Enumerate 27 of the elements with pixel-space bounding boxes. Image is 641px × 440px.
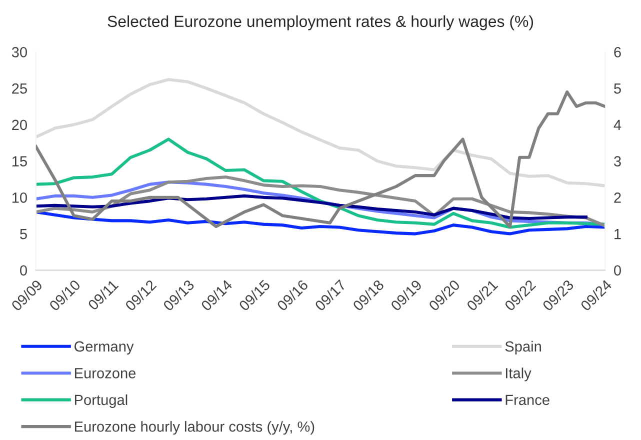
y2-tick-label: 6 (614, 47, 621, 58)
y-tick-label: 25 (12, 83, 27, 94)
chart-title: Selected Eurozone unemployment rates & hourly wages (%) (108, 15, 534, 30)
y2-tick-label: 2 (614, 192, 621, 203)
legend-label: Spain (505, 340, 541, 355)
line-series (36, 194, 588, 220)
y2-tick-label: 5 (614, 84, 621, 94)
y-tick-label: 15 (12, 156, 27, 166)
y-tick-label: 30 (12, 47, 27, 58)
legend-label: Italy (506, 368, 532, 382)
line-series (36, 138, 606, 229)
y2-tick-label: 3 (614, 156, 621, 166)
y2-tick-label: 1 (614, 229, 621, 240)
y-tick-label: 20 (12, 120, 27, 130)
line-series (36, 90, 606, 228)
legend-label: Eurozone hourly labour costs (y/y, %) (74, 421, 314, 435)
legend-label: Germany (74, 341, 134, 355)
y-tick-label: 0 (20, 265, 27, 276)
y-tick-label: 10 (12, 192, 27, 203)
line-series (36, 210, 606, 236)
y2-tick-label: 4 (614, 120, 622, 130)
y-tick-label: 5 (20, 229, 27, 240)
y2-tick-label: 0 (614, 265, 621, 276)
legend-label: France (506, 394, 550, 406)
legend-label: Portugal (74, 394, 128, 408)
legend-label: Eurozone (74, 368, 136, 378)
line-series (36, 78, 606, 188)
